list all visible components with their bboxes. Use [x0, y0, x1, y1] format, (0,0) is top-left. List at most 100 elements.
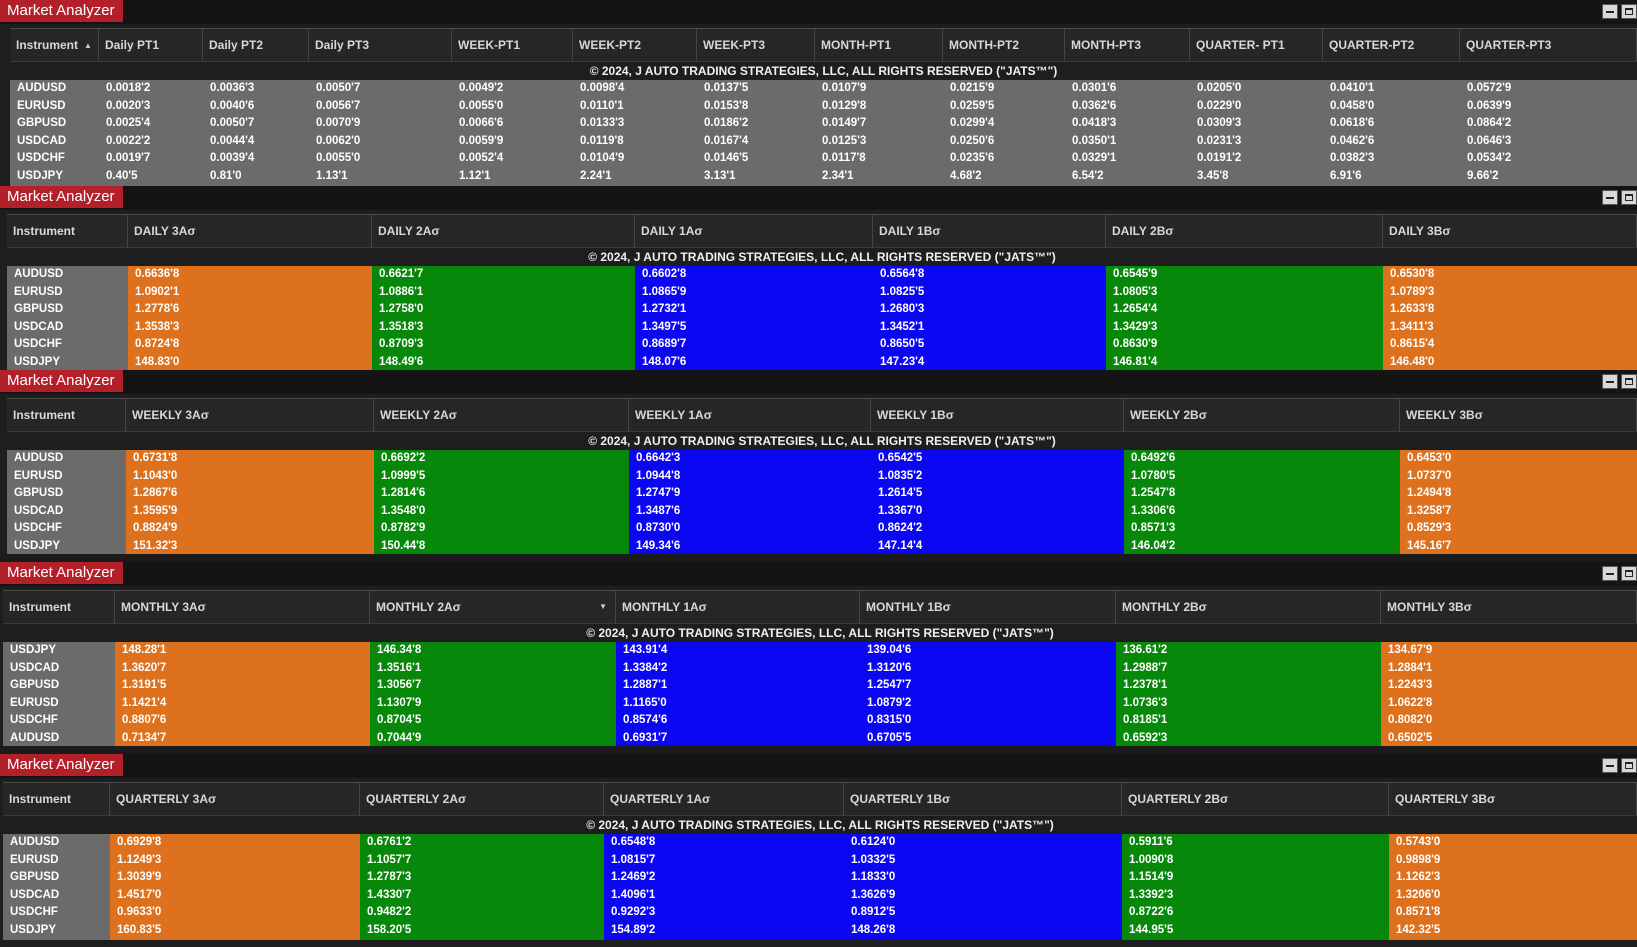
table-row[interactable]: GBPUSD 0.0025'4 0.0050'7 0.0070'9 0.0066'6 0.… — [10, 115, 1637, 133]
panel-title-bar[interactable]: Market Analyzer — [0, 754, 1637, 778]
column-header[interactable]: DAILY 3Aσ — [128, 215, 372, 247]
value-cell: 0.0229'0 — [1190, 97, 1323, 116]
column-header[interactable]: DAILY 1Bσ — [873, 215, 1106, 247]
table-row[interactable]: USDCHF 0.9633'0 0.9482'2 0.9292'3 0.8912'5 0.… — [3, 904, 1637, 922]
column-header[interactable]: WEEKLY 3Aσ — [126, 399, 374, 431]
panel-title-bar[interactable]: Market Analyzer — [0, 0, 1637, 24]
column-header[interactable]: WEEKLY 2Aσ — [374, 399, 629, 431]
table-row[interactable]: AUDUSD 0.7134'7 0.7044'9 0.6931'7 0.6705'5 0.… — [3, 729, 1637, 746]
value-cell: 1.0332'5 — [844, 851, 1122, 870]
column-header[interactable]: MONTH-PT1 — [815, 29, 943, 61]
value-cell: 0.0107'9 — [815, 80, 943, 98]
table-row[interactable]: EURUSD 1.0902'1 1.0886'1 1.0865'9 1.0825'5 1.… — [7, 283, 1637, 302]
table-row[interactable]: USDJPY 148.28'1 146.34'8 143.91'4 139.04'6 13… — [3, 642, 1637, 660]
table-row[interactable]: AUDUSD 0.6929'8 0.6761'2 0.6548'8 0.6124'0 0.… — [3, 834, 1637, 852]
table-row[interactable]: USDCAD 1.4517'0 1.4330'7 1.4096'1 1.3626'9 1.… — [3, 886, 1637, 905]
column-header[interactable]: Daily PT2 — [203, 29, 309, 61]
table-row[interactable]: GBPUSD 1.2867'6 1.2814'6 1.2747'9 1.2614'5 1.… — [7, 485, 1637, 503]
table-row[interactable]: USDCHF 0.0019'7 0.0039'4 0.0055'0 0.0052'4 0.… — [10, 150, 1637, 168]
minimize-button[interactable] — [1602, 758, 1618, 773]
value-cell: 1.2378'1 — [1116, 677, 1381, 695]
table-row[interactable]: GBPUSD 1.3191'5 1.3056'7 1.2887'1 1.2547'7 1.… — [3, 677, 1637, 695]
value-cell: 6.54'2 — [1065, 167, 1190, 186]
table-row[interactable]: USDCAD 1.3620'7 1.3516'1 1.3384'2 1.3120'6 1.… — [3, 659, 1637, 678]
table-row[interactable]: EURUSD 0.0020'3 0.0040'6 0.0056'7 0.0055'0 0.… — [10, 97, 1637, 116]
column-header[interactable]: QUARTER- PT1 — [1190, 29, 1323, 61]
table-row[interactable]: USDJPY 160.83'5 158.20'5 154.89'2 148.26'8 14… — [3, 921, 1637, 940]
column-header[interactable]: WEEK-PT2 — [573, 29, 697, 61]
column-header[interactable]: QUARTERLY 1Bσ — [844, 783, 1122, 815]
table-row[interactable]: AUDUSD 0.0018'2 0.0036'3 0.0050'7 0.0049'2 0.… — [10, 80, 1637, 98]
column-header-label: DAILY 2Aσ — [378, 224, 440, 238]
column-header[interactable]: MONTHLY 1Aσ — [616, 591, 860, 623]
panel-title-bar[interactable]: Market Analyzer — [0, 562, 1637, 586]
maximize-button[interactable] — [1621, 758, 1637, 773]
minimize-button[interactable] — [1602, 566, 1618, 581]
value-cell: 0.0301'6 — [1065, 80, 1190, 98]
column-header[interactable]: WEEKLY 1Bσ — [871, 399, 1124, 431]
table-row[interactable]: EURUSD 1.1249'3 1.1057'7 1.0815'7 1.0332'5 1.… — [3, 851, 1637, 870]
column-header[interactable]: Daily PT3 — [309, 29, 452, 61]
column-header[interactable]: QUARTER-PT2 — [1323, 29, 1460, 61]
table-row[interactable]: AUDUSD 0.6731'8 0.6692'2 0.6642'3 0.6542'5 0.… — [7, 450, 1637, 468]
panel-title-bar[interactable]: Market Analyzer — [0, 186, 1637, 210]
column-header[interactable]: MONTHLY 2Aσ ▼ — [370, 591, 616, 623]
column-header[interactable]: MONTHLY 1Bσ — [860, 591, 1116, 623]
instrument-cell: GBPUSD — [3, 869, 110, 887]
column-header[interactable]: DAILY 1Aσ — [635, 215, 873, 247]
table-row[interactable]: USDCAD 1.3538'3 1.3518'3 1.3497'5 1.3452'1 1.… — [7, 318, 1637, 337]
maximize-button[interactable] — [1621, 190, 1637, 205]
column-header[interactable]: Instrument — [3, 783, 110, 815]
sort-ascending-icon[interactable]: ▲ — [84, 40, 92, 50]
table-row[interactable]: EURUSD 1.1043'0 1.0999'5 1.0944'8 1.0835'2 1.… — [7, 467, 1637, 486]
column-header[interactable]: QUARTERLY 2Bσ — [1122, 783, 1389, 815]
panel-title-bar[interactable]: Market Analyzer — [0, 370, 1637, 394]
value-cell: 1.1514'9 — [1122, 869, 1389, 887]
column-header[interactable]: Instrument — [7, 399, 126, 431]
column-header[interactable]: WEEKLY 3Bσ — [1400, 399, 1637, 431]
maximize-button[interactable] — [1621, 374, 1637, 389]
column-header[interactable]: MONTH-PT3 — [1065, 29, 1190, 61]
column-header[interactable]: QUARTER-PT3 — [1460, 29, 1637, 61]
column-header-label: Instrument — [16, 38, 79, 52]
column-header[interactable]: WEEKLY 2Bσ — [1124, 399, 1400, 431]
table-row[interactable]: USDCHF 0.8824'9 0.8782'9 0.8730'0 0.8624'2 0.… — [7, 520, 1637, 538]
table-row[interactable]: USDJPY 148.83'0 148.49'6 148.07'6 147.23'4 14… — [7, 353, 1637, 370]
column-header[interactable]: DAILY 3Bσ — [1383, 215, 1637, 247]
maximize-button[interactable] — [1621, 566, 1637, 581]
column-header[interactable]: Instrument — [3, 591, 115, 623]
column-header[interactable]: QUARTERLY 2Aσ — [360, 783, 604, 815]
table-row[interactable]: EURUSD 1.1421'4 1.1307'9 1.1165'0 1.0879'2 1.… — [3, 694, 1637, 713]
table-row[interactable]: USDCAD 1.3595'9 1.3548'0 1.3487'6 1.3367'0 1.… — [7, 502, 1637, 521]
column-header[interactable]: MONTHLY 2Bσ — [1116, 591, 1381, 623]
data-grid: Instrument ▲ Daily PT1 Daily PT2 Daily PT3 WE… — [10, 28, 1637, 186]
table-row[interactable]: USDJPY 0.40'5 0.81'0 1.13'1 1.12'1 2.24'1 3.13… — [10, 167, 1637, 186]
minimize-button[interactable] — [1602, 190, 1618, 205]
column-header[interactable]: Instrument — [7, 215, 128, 247]
table-row[interactable]: USDCAD 0.0022'2 0.0044'4 0.0062'0 0.0059'9 0.… — [10, 132, 1637, 151]
value-cell: 0.0362'6 — [1065, 97, 1190, 116]
column-header[interactable]: QUARTERLY 1Aσ — [604, 783, 844, 815]
column-header[interactable]: MONTH-PT2 — [943, 29, 1065, 61]
minimize-button[interactable] — [1602, 4, 1618, 19]
table-row[interactable]: USDJPY 151.32'3 150.44'8 149.34'6 147.14'4 14… — [7, 537, 1637, 554]
table-row[interactable]: GBPUSD 1.2778'6 1.2758'0 1.2732'1 1.2680'3 1.… — [7, 301, 1637, 319]
column-header[interactable]: MONTHLY 3Aσ — [115, 591, 370, 623]
table-row[interactable]: USDCHF 0.8807'6 0.8704'5 0.8574'6 0.8315'0 0.… — [3, 712, 1637, 730]
column-header[interactable]: Daily PT1 — [99, 29, 203, 61]
table-row[interactable]: AUDUSD 0.6636'8 0.6621'7 0.6602'8 0.6564'8 0.… — [7, 266, 1637, 284]
column-header[interactable]: WEEK-PT3 — [697, 29, 815, 61]
table-row[interactable]: GBPUSD 1.3039'9 1.2787'3 1.2469'2 1.1833'0 1.… — [3, 869, 1637, 887]
minimize-button[interactable] — [1602, 374, 1618, 389]
maximize-button[interactable] — [1621, 4, 1637, 19]
column-header[interactable]: MONTHLY 3Bσ — [1381, 591, 1637, 623]
column-header[interactable]: Instrument ▲ — [10, 29, 99, 61]
column-header[interactable]: DAILY 2Bσ — [1106, 215, 1383, 247]
column-header[interactable]: WEEK-PT1 — [452, 29, 573, 61]
table-row[interactable]: USDCHF 0.8724'8 0.8709'3 0.8689'7 0.8650'5 0.… — [7, 336, 1637, 354]
chevron-down-icon[interactable]: ▼ — [599, 602, 607, 611]
column-header[interactable]: QUARTERLY 3Bσ — [1389, 783, 1637, 815]
column-header[interactable]: QUARTERLY 3Aσ — [110, 783, 360, 815]
column-header[interactable]: DAILY 2Aσ — [372, 215, 635, 247]
column-header[interactable]: WEEKLY 1Aσ — [629, 399, 871, 431]
